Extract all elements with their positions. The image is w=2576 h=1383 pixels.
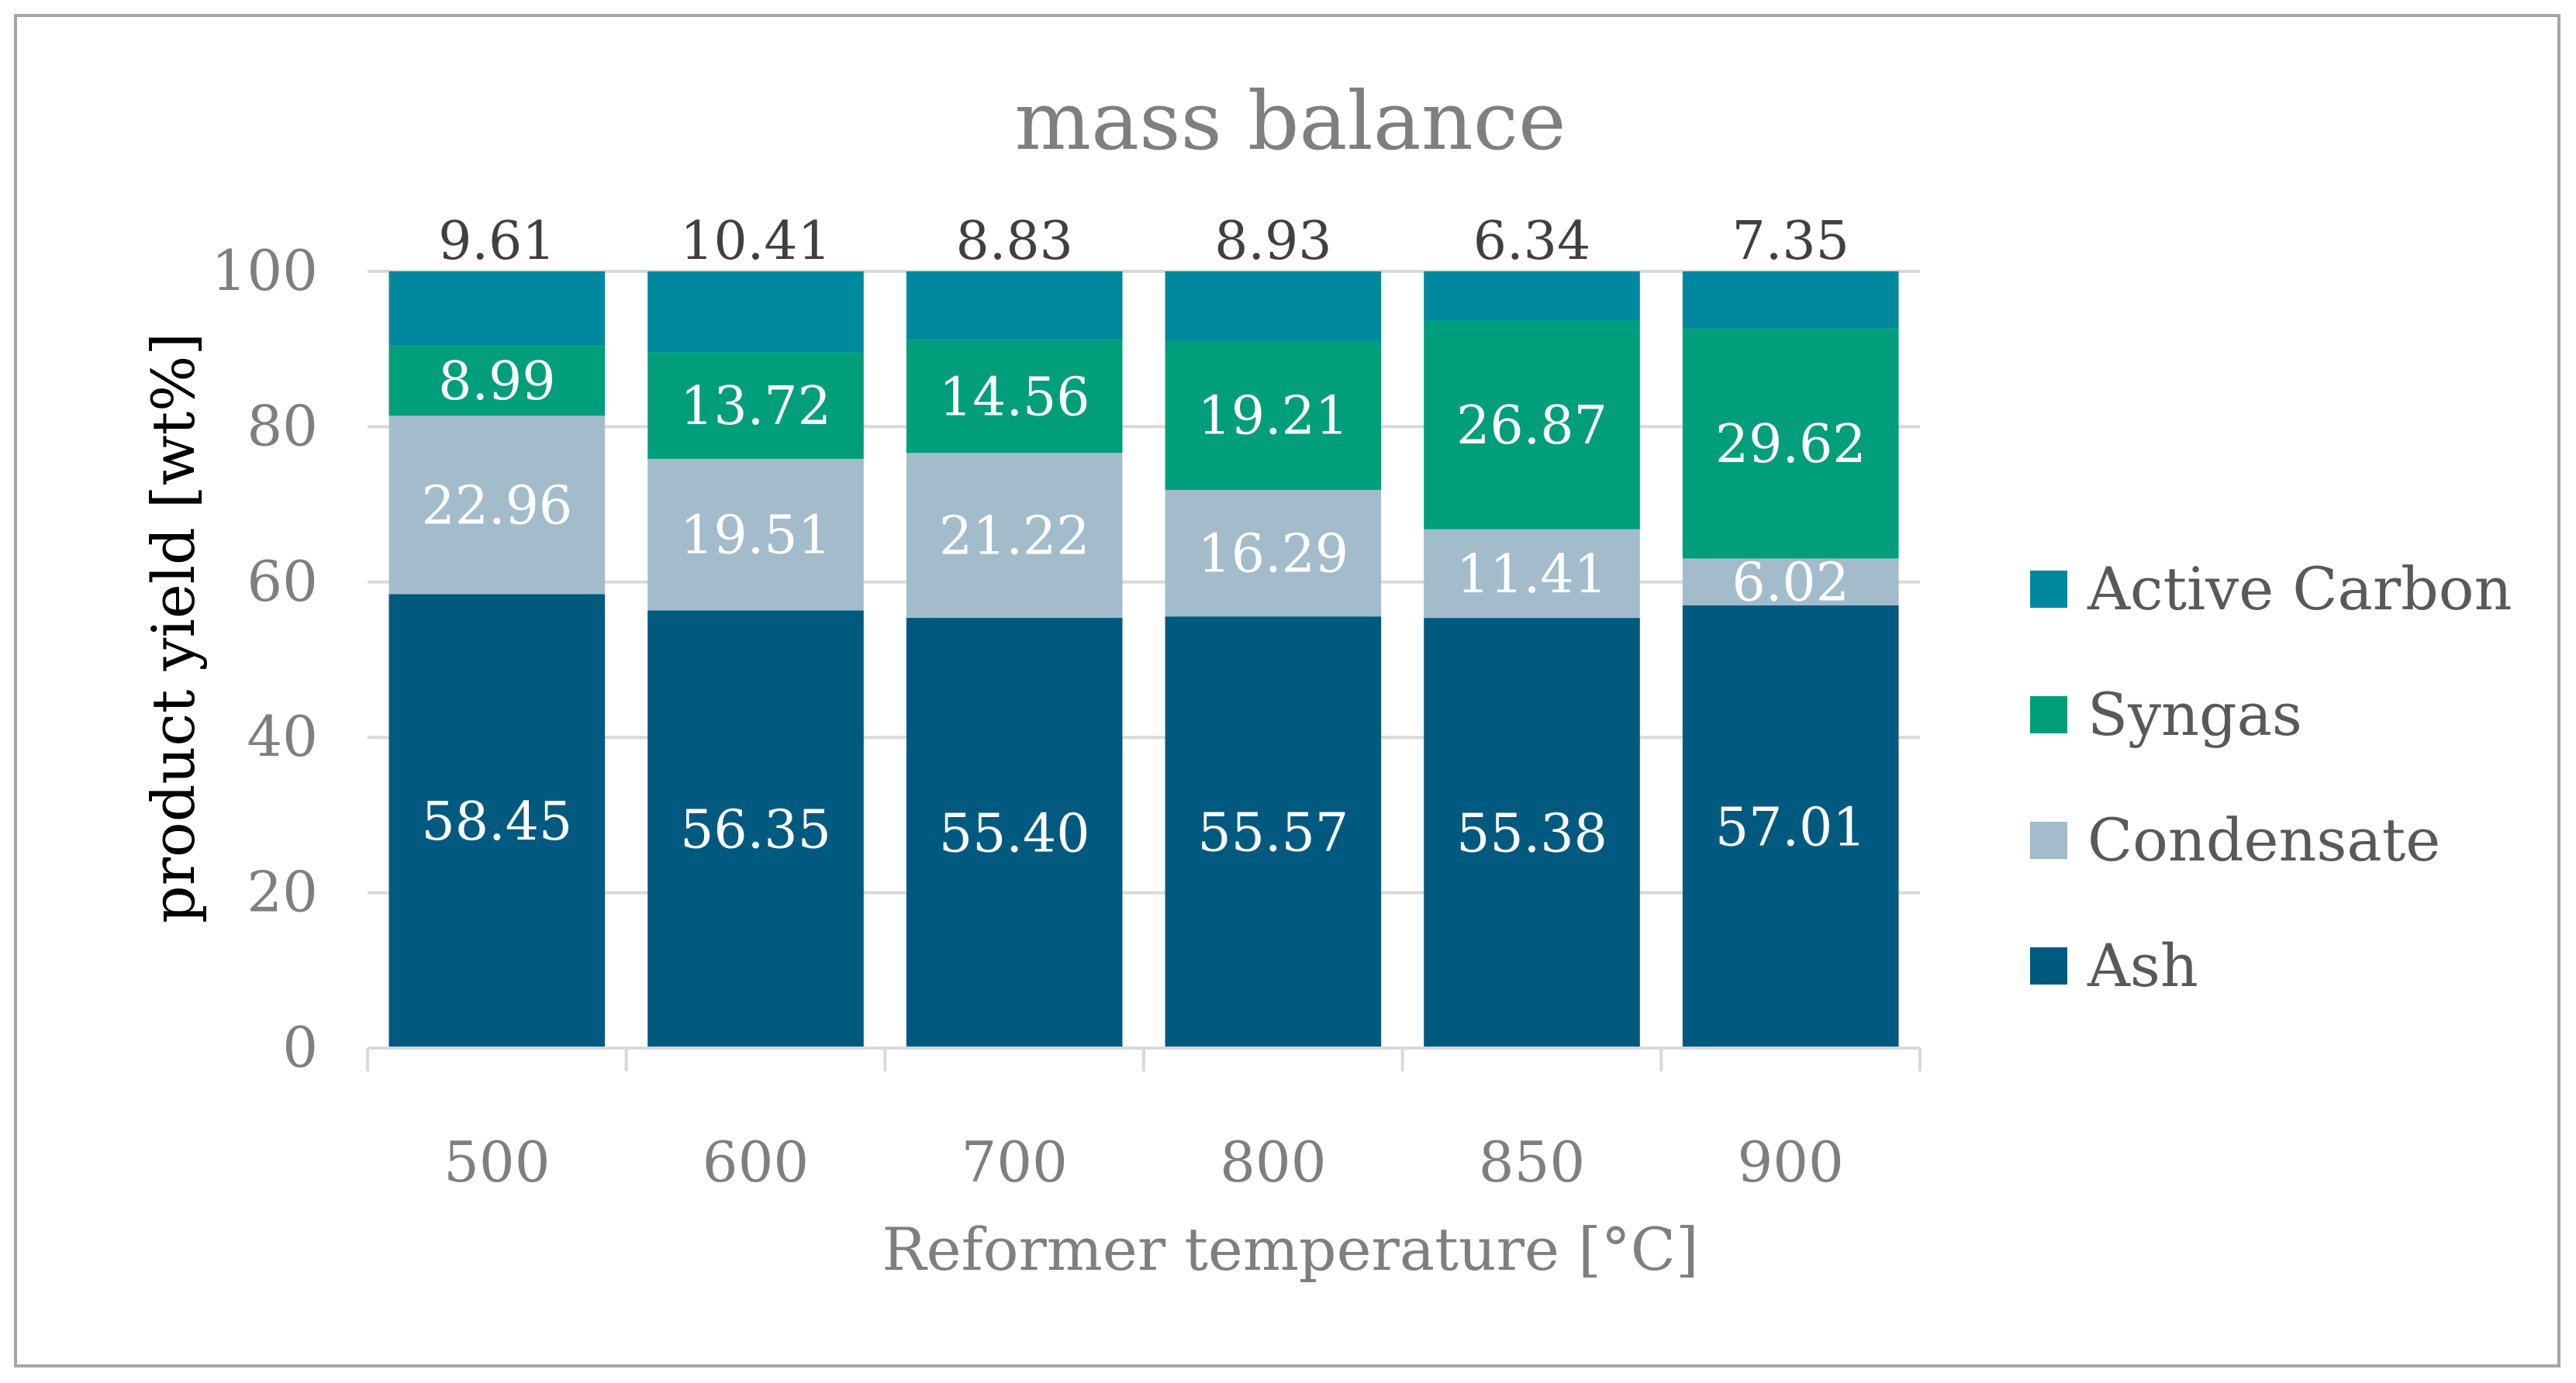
chart-title: mass balance bbox=[1014, 74, 1566, 168]
legend-swatch bbox=[2030, 571, 2067, 608]
data-label: 21.22 bbox=[939, 506, 1090, 567]
legend-label: Condensate bbox=[2087, 805, 2440, 874]
x-tick-label: 700 bbox=[961, 1130, 1067, 1195]
bar-condensate bbox=[1165, 489, 1382, 617]
data-label: 22.96 bbox=[421, 475, 572, 536]
legend-label: Ash bbox=[2087, 931, 2198, 1000]
y-tick-label: 20 bbox=[247, 860, 318, 925]
bar-ash bbox=[906, 617, 1123, 1048]
data-label: 55.38 bbox=[1456, 804, 1607, 865]
y-tick-label: 100 bbox=[212, 238, 318, 303]
x-tick-label: 850 bbox=[1479, 1130, 1585, 1195]
bar-active-carbon bbox=[647, 271, 864, 353]
bar-ash bbox=[647, 610, 864, 1048]
bar-syngas bbox=[1682, 328, 1899, 559]
bar-condensate bbox=[1682, 558, 1899, 605]
data-label: 16.29 bbox=[1197, 524, 1348, 585]
data-labels: 58.45 22.96 8.99 9.61 56.35 19.51 13.72 10.41 55… bbox=[421, 211, 1866, 865]
x-tick-label: 800 bbox=[1220, 1130, 1326, 1195]
bar-syngas bbox=[647, 352, 864, 459]
bar-syngas bbox=[906, 340, 1123, 454]
bar-syngas bbox=[388, 346, 606, 416]
y-tick-label: 80 bbox=[247, 393, 318, 458]
y-axis: 0 20 40 60 80 100 bbox=[212, 238, 318, 1080]
data-label: 11.41 bbox=[1456, 544, 1607, 605]
x-tick-label: 500 bbox=[444, 1130, 550, 1195]
legend: Active Carbon Syngas Condensate Ash bbox=[2030, 554, 2512, 1000]
chart-frame: mass balance 0 20 40 60 80 100 500 600 700 800 85… bbox=[14, 14, 2560, 1367]
bar-active-carbon bbox=[906, 271, 1123, 340]
data-label: 14.56 bbox=[939, 367, 1090, 428]
bar-syngas bbox=[1424, 320, 1640, 529]
legend-label: Syngas bbox=[2087, 680, 2302, 749]
bar-ash bbox=[1424, 618, 1640, 1048]
bar-condensate bbox=[1424, 529, 1640, 619]
bar-ash bbox=[1165, 616, 1382, 1048]
data-label: 55.57 bbox=[1197, 803, 1348, 864]
bar-ash bbox=[388, 594, 606, 1048]
x-tick-label: 900 bbox=[1737, 1130, 1843, 1195]
chart-svg: mass balance 0 20 40 60 80 100 500 600 700 800 85… bbox=[139, 74, 2512, 1284]
bar-active-carbon bbox=[1682, 271, 1899, 329]
legend-swatch bbox=[2030, 696, 2067, 733]
legend-swatch bbox=[2030, 947, 2067, 985]
bar-ash bbox=[1682, 605, 1899, 1048]
data-label: 13.72 bbox=[680, 376, 831, 437]
data-label: 6.02 bbox=[1732, 553, 1849, 614]
data-label: 26.87 bbox=[1456, 395, 1607, 457]
bar-syngas bbox=[1165, 340, 1382, 490]
data-label: 7.35 bbox=[1732, 211, 1849, 272]
bar-active-carbon bbox=[388, 271, 606, 347]
bars bbox=[388, 271, 1899, 1048]
bar-active-carbon bbox=[1165, 271, 1382, 341]
data-label: 29.62 bbox=[1715, 414, 1866, 475]
data-label: 8.83 bbox=[955, 211, 1072, 272]
data-label: 10.41 bbox=[680, 211, 831, 272]
data-label: 57.01 bbox=[1715, 797, 1866, 858]
bar-condensate bbox=[388, 416, 606, 595]
data-label: 55.40 bbox=[939, 803, 1090, 864]
data-label: 8.93 bbox=[1214, 211, 1331, 272]
data-label: 19.51 bbox=[680, 505, 831, 567]
y-tick-label: 60 bbox=[247, 549, 318, 614]
x-tick-labels: 500 600 700 800 850 900 bbox=[444, 1130, 1844, 1195]
gridlines bbox=[368, 270, 1920, 895]
y-tick-label: 0 bbox=[282, 1015, 318, 1080]
x-axis-label: Reformer temperature [°C] bbox=[882, 1215, 1698, 1284]
x-tick-label: 600 bbox=[703, 1130, 809, 1195]
data-label: 56.35 bbox=[680, 800, 831, 861]
y-tick-label: 40 bbox=[247, 704, 318, 769]
x-axis bbox=[366, 1047, 1922, 1071]
bar-condensate bbox=[647, 458, 864, 611]
data-label: 6.34 bbox=[1473, 211, 1590, 272]
data-label: 9.61 bbox=[438, 211, 555, 272]
data-label: 8.99 bbox=[438, 351, 555, 412]
bar-condensate bbox=[906, 453, 1123, 618]
bar-active-carbon bbox=[1424, 271, 1640, 321]
data-label: 19.21 bbox=[1197, 386, 1348, 447]
legend-swatch bbox=[2030, 822, 2067, 859]
data-label: 58.45 bbox=[421, 792, 572, 853]
y-axis-label: product yield [wt%] bbox=[139, 333, 208, 923]
legend-label: Active Carbon bbox=[2087, 554, 2512, 623]
